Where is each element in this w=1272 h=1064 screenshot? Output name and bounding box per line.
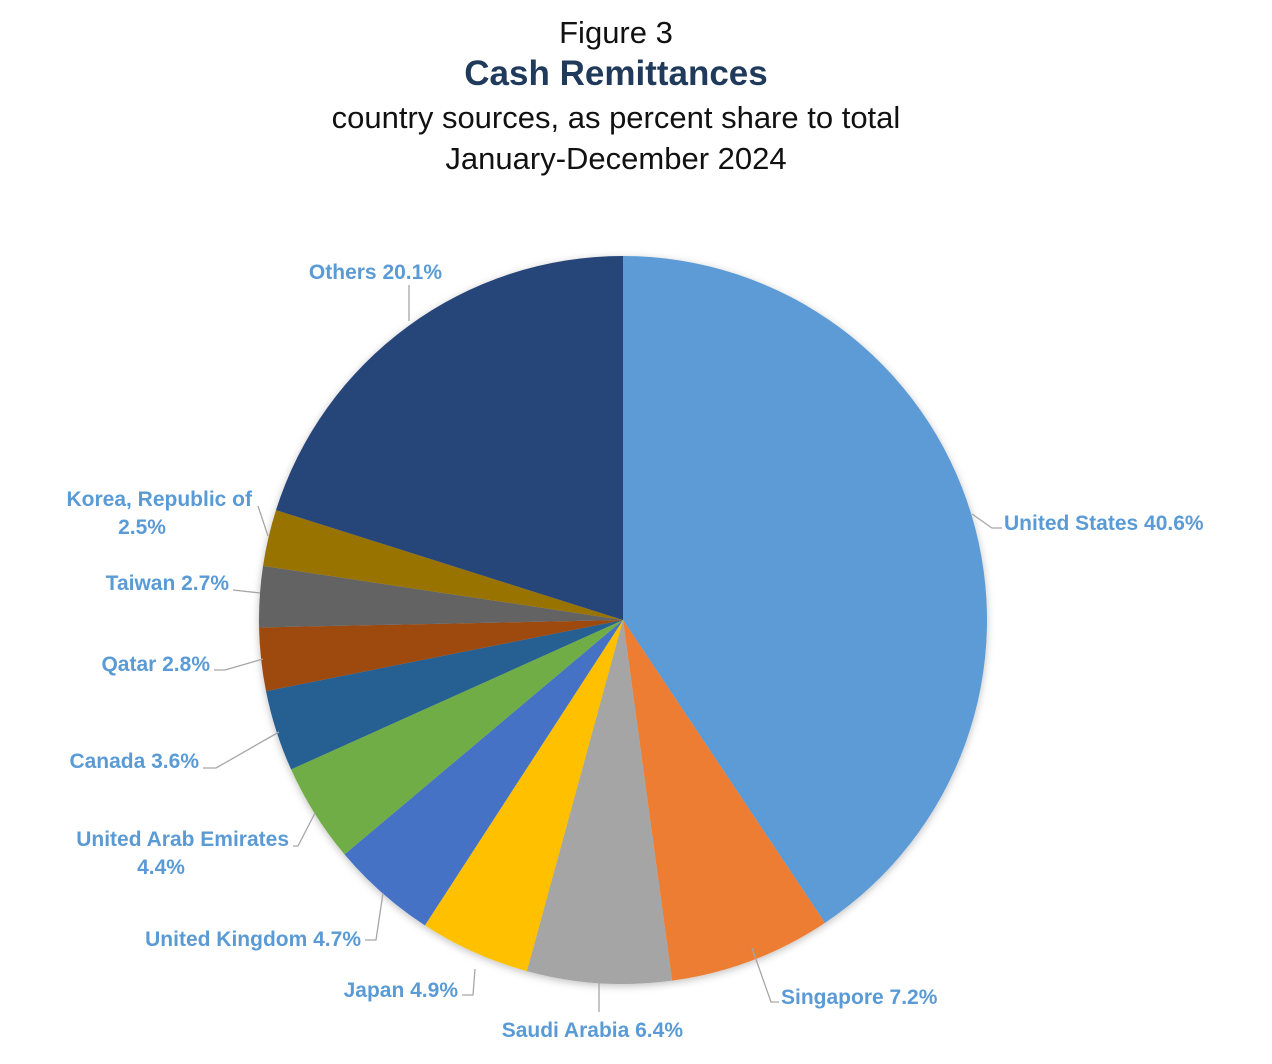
label-leader-lines (203, 285, 1002, 1012)
slice-label: Taiwan 2.7% (106, 572, 230, 595)
pie-slice-saudi-arabia (526, 620, 673, 985)
figure-label: Figure 3 (559, 15, 673, 50)
slice-label: United States 40.6% (1004, 512, 1204, 535)
leader-line (232, 589, 261, 594)
pie-slices (259, 255, 987, 985)
pie-slice-canada (266, 620, 623, 770)
pie-slice-united-kingdom (344, 620, 623, 926)
slice-label: Korea, Republic of (66, 488, 253, 511)
slice-label: Singapore 7.2% (781, 986, 938, 1009)
slice-label: United Arab Emirates (76, 828, 289, 851)
slice-label: Qatar 2.8% (101, 653, 210, 676)
leader-line (214, 658, 264, 671)
slice-label: United Kingdom 4.7% (145, 928, 361, 951)
pie-slice-qatar (259, 620, 623, 692)
pie-slice-korea-republic-of (263, 510, 623, 620)
slice-label: Others 20.1% (309, 261, 442, 284)
slice-label: Japan 4.9% (344, 979, 459, 1002)
pie-slice-others (275, 255, 623, 620)
slice-label: Canada 3.6% (69, 750, 199, 773)
pie-slice-japan (424, 620, 623, 972)
slice-label: 4.4% (137, 856, 185, 879)
leader-line (257, 505, 269, 537)
slice-label: Saudi Arabia 6.4% (502, 1019, 684, 1042)
leader-line (365, 892, 384, 941)
chart-period: January-December 2024 (445, 141, 787, 176)
leader-line (462, 968, 476, 996)
leader-line (203, 731, 280, 769)
leader-line (751, 947, 779, 1003)
chart-title: Cash Remittances (464, 54, 768, 93)
pie-slice-singapore (623, 620, 825, 981)
pie-slice-united-states (623, 256, 987, 923)
leader-line (293, 812, 316, 847)
chart-subtitle: country sources, as percent share to tot… (331, 100, 901, 135)
leader-line (971, 513, 1002, 529)
slice-label: 2.5% (118, 516, 166, 539)
pie-slice-taiwan (259, 565, 623, 628)
slice-labels: United States 40.6% Singapore 7.2% Saudi A… (66, 261, 1203, 1042)
pie-slice-united-arab-emirates (291, 620, 623, 855)
